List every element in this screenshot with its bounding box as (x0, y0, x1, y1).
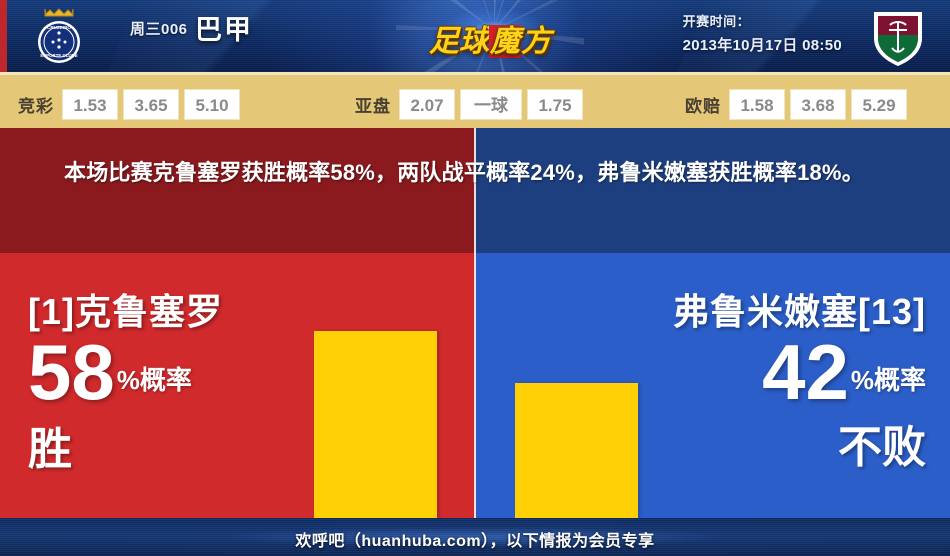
svg-text:ESPORTE CLUBE: ESPORTE CLUBE (40, 53, 77, 58)
home-probability-bar (314, 331, 437, 518)
away-team-name: 弗鲁米嫩塞[13] (672, 291, 926, 332)
odds-group-oupei: 欧赔 1.58 3.68 5.29 (685, 88, 912, 120)
away-percent-row: 42 %概率 (586, 328, 926, 416)
cruzeiro-crest-icon: CRUZEIRO ESPORTE CLUBE (27, 4, 91, 68)
away-percent-value: 42 (762, 328, 849, 416)
odds-cell-jingcai-3[interactable]: 5.10 (184, 88, 240, 120)
home-team-name: [1]克鲁塞罗 (28, 291, 223, 332)
home-percent-row: 58 %概率 (28, 328, 328, 416)
brand-title-part2: 魔 (489, 25, 521, 58)
away-bar-layer (476, 128, 950, 518)
summary-band-right (476, 128, 950, 253)
odds-label-jingcai: 竞彩 (18, 96, 54, 116)
away-team-block: 弗鲁米嫩塞[13] 42 %概率 不败 (586, 283, 926, 475)
league-name: 巴甲 (195, 15, 253, 45)
odds-cell-oupei-1[interactable]: 1.58 (729, 88, 785, 120)
brand-title: 足球魔方 (396, 16, 584, 60)
brand-title-part3: 方 (521, 25, 551, 58)
away-verdict: 不败 (838, 422, 926, 472)
odds-cell-oupei-2[interactable]: 3.68 (790, 88, 846, 120)
odds-label-oupei: 欧赔 (685, 96, 721, 116)
brand-logo: 足球魔方 (396, 0, 584, 72)
summary-band-left (0, 128, 476, 253)
odds-cell-yapan-1[interactable]: 2.07 (399, 88, 455, 120)
odds-cell-jingcai-2[interactable]: 3.65 (123, 88, 179, 120)
away-percent-suffix: %概率 (850, 364, 926, 395)
odds-group-jingcai: 竞彩 1.53 3.65 5.10 (18, 88, 245, 120)
away-probability-bar (515, 383, 638, 518)
summary-text: 本场比赛克鲁塞罗获胜概率58%，两队战平概率24%，弗鲁米嫩塞获胜概率18%。 (64, 160, 864, 185)
odds-bar: 竞彩 1.53 3.65 5.10 亚盘 2.07 一球 1.75 欧赔 1.5… (0, 72, 950, 128)
odds-cell-yapan-handicap[interactable]: 一球 (460, 88, 522, 120)
odds-cell-jingcai-1[interactable]: 1.53 (62, 88, 118, 120)
odds-label-yapan: 亚盘 (355, 96, 391, 116)
home-percent-suffix: %概率 (116, 364, 192, 395)
match-number: 周三006 (130, 21, 188, 38)
svg-text:CRUZEIRO: CRUZEIRO (47, 25, 71, 30)
odds-cell-yapan-2[interactable]: 1.75 (527, 88, 583, 120)
odds-group-yapan: 亚盘 2.07 一球 1.75 (355, 88, 588, 120)
footer-bar: 欢呼吧（huanhuba.com），以下情报为会员专享 (0, 518, 950, 556)
header-bar: CRUZEIRO ESPORTE CLUBE 周三006 巴甲 足球魔方 开赛时… (0, 0, 950, 72)
kickoff-value: 2013年10月17日 08:50 (682, 37, 842, 54)
kickoff-block: 开赛时间： 2013年10月17日 08:50 (683, 11, 842, 55)
probability-panels: 本场比赛克鲁塞罗获胜概率58%，两队战平概率24%，弗鲁米嫩塞获胜概率18%。 … (0, 128, 950, 518)
panel-divider (474, 128, 476, 518)
home-verdict: 胜 (28, 424, 72, 474)
footer-text: 欢呼吧（huanhuba.com），以下情报为会员专享 (295, 533, 655, 550)
odds-cell-oupei-3[interactable]: 5.29 (851, 88, 907, 120)
home-team-block: [1]克鲁塞罗 58 %概率 胜 (28, 283, 328, 477)
fluminense-crest-icon (868, 4, 928, 68)
kickoff-label: 开赛时间： (682, 14, 751, 29)
brand-title-part1: 足球 (429, 25, 489, 58)
header-left-accent (0, 0, 7, 72)
home-percent-value: 58 (28, 328, 115, 416)
